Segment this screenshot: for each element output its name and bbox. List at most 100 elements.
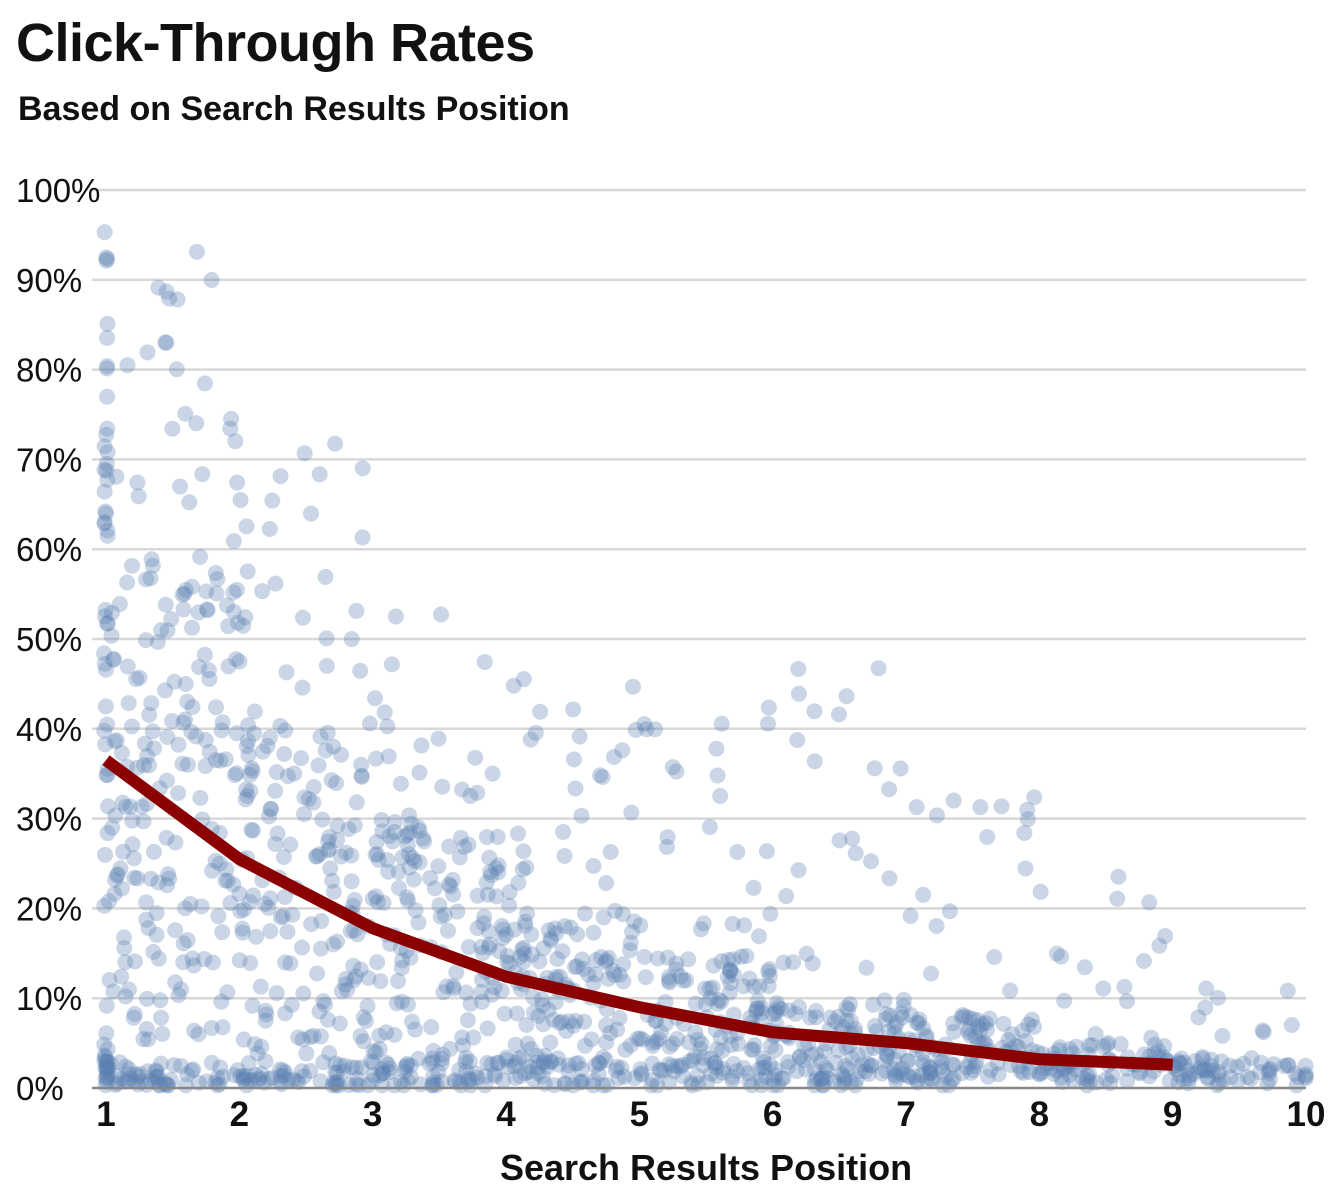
data-point (462, 1054, 478, 1070)
data-point (1053, 1069, 1069, 1085)
x-tick-label: 1 (96, 1095, 115, 1134)
data-point (118, 988, 134, 1004)
data-point (145, 944, 161, 960)
data-point (99, 472, 115, 488)
data-point (408, 902, 424, 918)
data-point (1214, 1028, 1230, 1044)
data-point (233, 492, 249, 508)
data-point (396, 1077, 412, 1093)
data-point (1113, 1036, 1129, 1052)
data-point (461, 939, 477, 955)
data-point (119, 357, 135, 373)
data-point (611, 1070, 627, 1086)
data-point (1171, 1055, 1187, 1071)
data-point (222, 421, 238, 437)
data-point (523, 731, 539, 747)
data-point (979, 829, 995, 845)
data-point (152, 992, 168, 1008)
data-point (100, 825, 116, 841)
data-point (127, 953, 143, 969)
data-point (97, 736, 113, 752)
data-point (502, 884, 518, 900)
data-point (552, 1015, 568, 1031)
data-point (355, 460, 371, 476)
data-point (494, 983, 510, 999)
data-point (131, 670, 147, 686)
data-point (191, 604, 207, 620)
data-point (115, 844, 131, 860)
data-point (145, 723, 161, 739)
data-point (352, 663, 368, 679)
data-point (175, 954, 191, 970)
data-point (158, 597, 174, 613)
data-point (273, 468, 289, 484)
y-tick-label: 40% (16, 711, 82, 748)
data-point (1032, 1066, 1048, 1082)
data-point (423, 1019, 439, 1035)
x-tick-label: 10 (1287, 1095, 1326, 1134)
data-point (227, 767, 243, 783)
data-point (159, 729, 175, 745)
data-point (473, 984, 489, 1000)
data-point (212, 753, 228, 769)
data-point (832, 832, 848, 848)
data-point (736, 978, 752, 994)
data-point (99, 716, 115, 732)
data-point (153, 622, 169, 638)
data-point (520, 1064, 536, 1080)
data-point (696, 915, 712, 931)
data-point (906, 1068, 922, 1084)
data-point (235, 925, 251, 941)
data-point (972, 799, 988, 815)
data-point (523, 1041, 539, 1057)
data-point (1141, 894, 1157, 910)
data-point (449, 904, 465, 920)
data-point (368, 888, 384, 904)
data-point (204, 1055, 220, 1071)
data-point (672, 968, 688, 984)
data-point (211, 1076, 227, 1092)
data-point (192, 549, 208, 565)
data-point (255, 744, 271, 760)
data-point (208, 853, 224, 869)
data-point (881, 870, 897, 886)
data-point (776, 955, 792, 971)
data-point (362, 716, 378, 732)
data-point (591, 1055, 607, 1071)
data-point (98, 427, 114, 443)
data-point (245, 823, 261, 839)
y-tick-label: 30% (16, 801, 82, 838)
data-point (759, 843, 775, 859)
data-point (835, 1068, 851, 1084)
data-point (575, 961, 591, 977)
data-point (294, 940, 310, 956)
data-point (431, 731, 447, 747)
data-point (122, 799, 138, 815)
data-point (460, 1012, 476, 1028)
data-point (313, 729, 329, 745)
data-point (98, 249, 114, 265)
data-point (712, 788, 728, 804)
data-point (944, 1072, 960, 1088)
data-point (871, 660, 887, 676)
x-tick-label: 2 (230, 1095, 249, 1134)
data-point (116, 929, 132, 945)
data-point (867, 1018, 883, 1034)
data-point (400, 997, 416, 1013)
data-point (269, 985, 285, 1001)
data-point (236, 1032, 252, 1048)
data-point (204, 1020, 220, 1036)
data-point (1197, 1000, 1213, 1016)
data-point (99, 316, 115, 332)
data-point (445, 872, 461, 888)
data-point (1284, 1017, 1300, 1033)
data-point (217, 873, 233, 889)
data-point (1116, 979, 1132, 995)
data-point (141, 757, 157, 773)
data-point (160, 1077, 176, 1093)
data-point (97, 224, 113, 240)
data-point (143, 695, 159, 711)
data-point (1109, 891, 1125, 907)
data-point (961, 1010, 977, 1026)
data-point (761, 699, 777, 715)
